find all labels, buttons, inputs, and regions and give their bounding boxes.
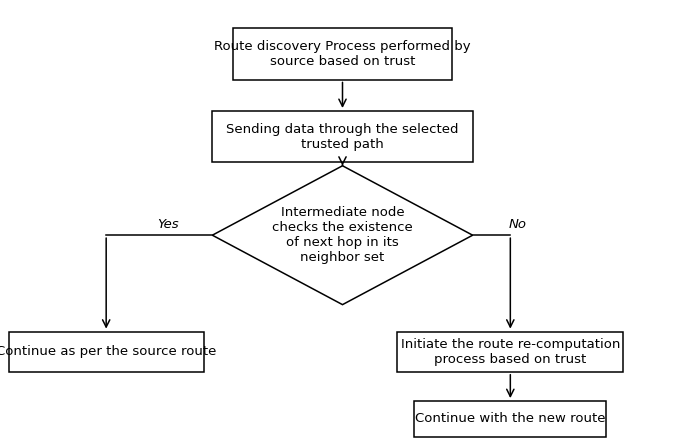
Text: Initiate the route re-computation
process based on trust: Initiate the route re-computation proces… xyxy=(401,338,620,366)
Text: Continue as per the source route: Continue as per the source route xyxy=(0,345,216,358)
FancyBboxPatch shape xyxy=(397,332,623,372)
Text: Yes: Yes xyxy=(157,217,179,231)
FancyBboxPatch shape xyxy=(9,332,204,372)
Text: Sending data through the selected
trusted path: Sending data through the selected truste… xyxy=(226,123,459,151)
Polygon shape xyxy=(212,166,473,305)
Text: Continue with the new route: Continue with the new route xyxy=(415,412,606,426)
FancyBboxPatch shape xyxy=(233,28,452,79)
Text: Route discovery Process performed by
source based on trust: Route discovery Process performed by sou… xyxy=(214,40,471,68)
Text: No: No xyxy=(508,217,526,231)
FancyBboxPatch shape xyxy=(414,401,606,437)
Text: Intermediate node
checks the existence
of next hop in its
neighbor set: Intermediate node checks the existence o… xyxy=(272,206,413,264)
FancyBboxPatch shape xyxy=(212,111,473,162)
